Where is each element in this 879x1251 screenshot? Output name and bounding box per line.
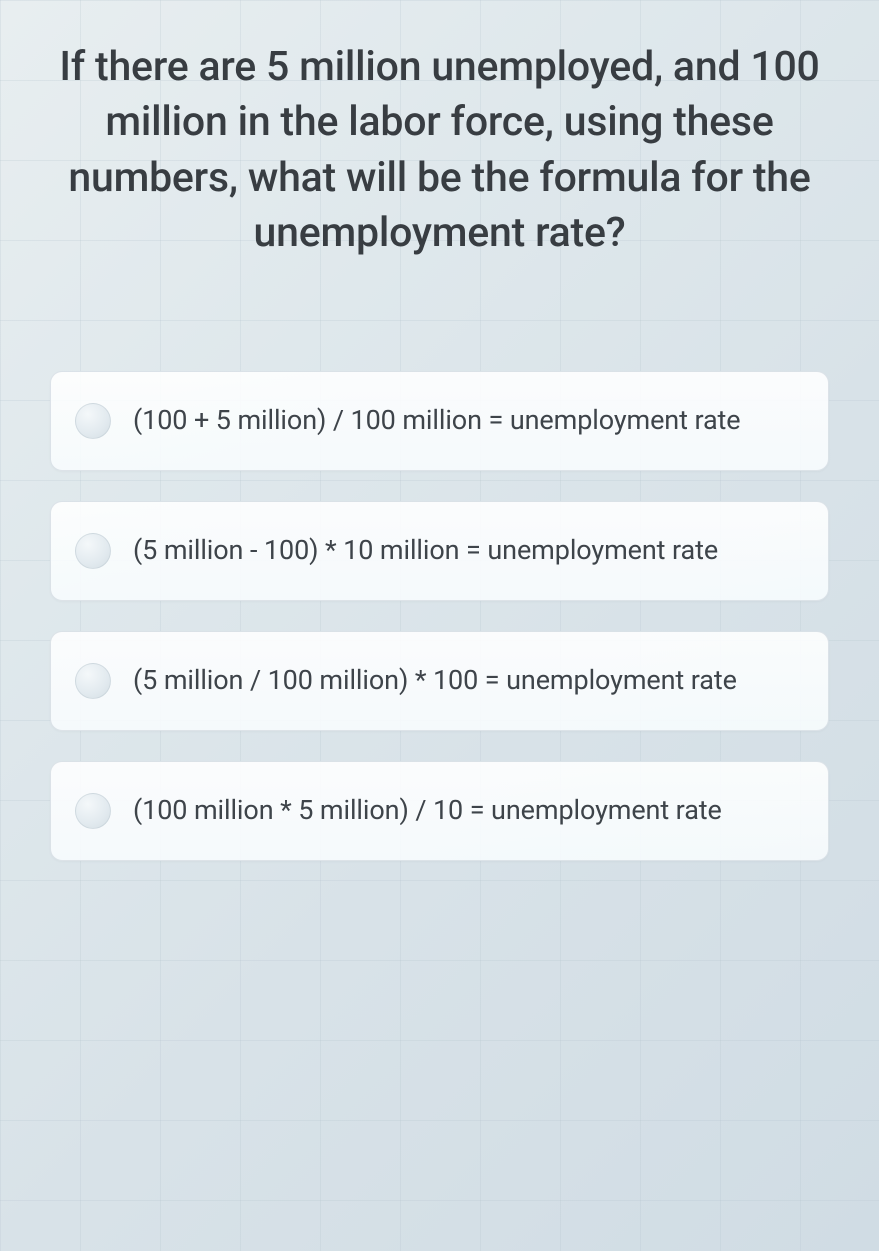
radio-icon[interactable]	[75, 663, 111, 699]
option-4-text: (100 million * 5 million) / 10 = unemplo…	[133, 792, 722, 830]
option-3[interactable]: (5 million / 100 million) * 100 = unempl…	[50, 631, 829, 731]
quiz-container: If there are 5 million unemployed, and 1…	[0, 0, 879, 1251]
option-4[interactable]: (100 million * 5 million) / 10 = unemplo…	[50, 761, 829, 861]
option-2[interactable]: (5 million - 100) * 10 million = unemplo…	[50, 501, 829, 601]
option-3-text: (5 million / 100 million) * 100 = unempl…	[133, 662, 737, 700]
radio-icon[interactable]	[75, 403, 111, 439]
question-text: If there are 5 million unemployed, and 1…	[58, 40, 821, 261]
option-2-text: (5 million - 100) * 10 million = unemplo…	[133, 532, 718, 570]
radio-icon[interactable]	[75, 533, 111, 569]
options-list: (100 + 5 million) / 100 million = unempl…	[48, 371, 831, 860]
option-1[interactable]: (100 + 5 million) / 100 million = unempl…	[50, 371, 829, 471]
option-1-text: (100 + 5 million) / 100 million = unempl…	[133, 402, 741, 440]
radio-icon[interactable]	[75, 793, 111, 829]
